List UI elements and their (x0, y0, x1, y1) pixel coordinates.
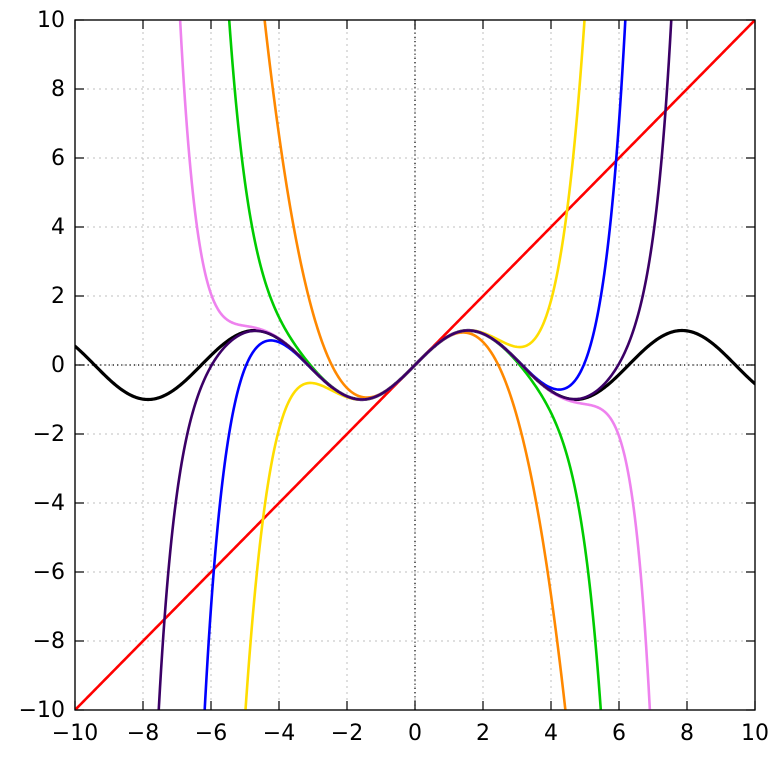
y-tick-label: 8 (51, 77, 65, 102)
x-tick-label: 8 (680, 721, 694, 746)
y-tick-label: −8 (33, 629, 65, 654)
y-tick-label: 6 (51, 146, 65, 171)
y-tick-label: −6 (33, 560, 65, 585)
x-tick-label: 6 (612, 721, 626, 746)
y-tick-label: −10 (19, 698, 65, 723)
x-tick-label: 10 (741, 721, 768, 746)
y-tick-label: 4 (51, 215, 65, 240)
x-tick-label: −6 (195, 721, 227, 746)
x-tick-label: 0 (408, 721, 422, 746)
y-tick-label: 0 (51, 353, 65, 378)
y-tick-label: −2 (33, 422, 65, 447)
x-tick-label: −8 (127, 721, 159, 746)
y-tick-label: 2 (51, 284, 65, 309)
y-tick-label: 10 (37, 8, 65, 33)
taylor-series-chart: −10 −8 −6 −4 −2 0 2 4 6 8 10 −10 −8 −6 −4 −2 0 2 4 6 8 10 (0, 0, 768, 768)
x-tick-label: 2 (476, 721, 490, 746)
x-tick-label: −2 (331, 721, 363, 746)
x-tick-label: −4 (263, 721, 295, 746)
x-tick-label: 4 (544, 721, 558, 746)
y-tick-label: −4 (33, 491, 65, 516)
x-tick-label: −10 (52, 721, 98, 746)
